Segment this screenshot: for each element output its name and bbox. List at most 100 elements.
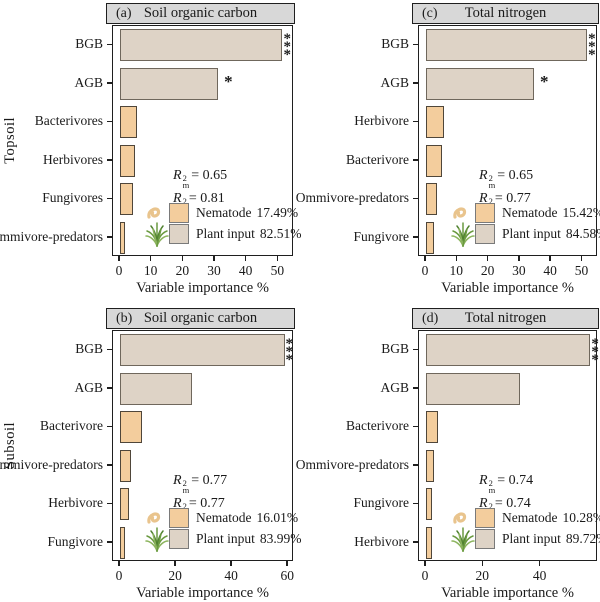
category-label: Fungivore bbox=[47, 533, 104, 549]
panel-tag: (c) bbox=[422, 5, 438, 21]
x-tick bbox=[276, 256, 279, 261]
y-tick bbox=[107, 159, 112, 161]
grass-icon bbox=[451, 221, 475, 247]
legend-series-percent: 15.42% bbox=[562, 204, 600, 220]
panel-title: Soil organic carbon bbox=[143, 310, 258, 326]
r-value: = 0.74 bbox=[494, 496, 531, 511]
grass-icon-wrap bbox=[145, 526, 169, 552]
r-symbol: R bbox=[173, 168, 182, 183]
x-tick bbox=[424, 256, 426, 261]
bar-bgb bbox=[120, 29, 283, 62]
legend-series-name: Nematode bbox=[196, 204, 252, 220]
x-tick-label: 20 bbox=[168, 568, 182, 583]
r-superscript: 2 bbox=[488, 501, 493, 511]
category-label: Ommivore-predators bbox=[295, 190, 409, 206]
x-tick-label: 0 bbox=[115, 263, 123, 278]
category-label: BGB bbox=[75, 36, 103, 52]
x-tick bbox=[230, 561, 232, 566]
bar-bgb bbox=[120, 334, 285, 367]
y-tick bbox=[107, 197, 112, 199]
asterisk: * bbox=[285, 344, 294, 361]
legend-series-name: Nematode bbox=[502, 509, 558, 525]
bar-ommivore-predators bbox=[120, 221, 125, 254]
asterisk: * bbox=[591, 352, 599, 369]
r-value: = 0.65 bbox=[191, 168, 228, 183]
bar-fungivore bbox=[120, 526, 126, 559]
asterisk: * bbox=[588, 39, 596, 56]
r-symbol: R bbox=[479, 496, 488, 511]
bar-herbivores bbox=[120, 144, 135, 177]
legend-series-percent: 84.58% bbox=[565, 225, 600, 241]
category-label: Bacterivore bbox=[40, 418, 103, 434]
significance-marker: * * * bbox=[588, 32, 596, 64]
asterisk: * bbox=[588, 47, 596, 64]
panel-c-header: Total nitrogen (c) bbox=[412, 3, 599, 24]
legend-swatch-nematode bbox=[475, 507, 495, 528]
y-tick bbox=[107, 502, 112, 504]
x-tick bbox=[244, 256, 247, 261]
x-tick-label: 10 bbox=[143, 263, 158, 278]
y-tick bbox=[107, 43, 112, 45]
panel-title: Soil organic carbon bbox=[143, 5, 258, 21]
bar-fungivore bbox=[426, 221, 434, 254]
y-tick bbox=[107, 120, 112, 122]
bar-herbivore bbox=[426, 106, 445, 139]
legend-row-plant: Plant input 83.99% bbox=[145, 526, 302, 552]
x-axis-title: Variable importance % bbox=[441, 585, 574, 601]
panel-d-header: Total nitrogen (d) bbox=[412, 308, 599, 329]
x-tick-label: 20 bbox=[480, 263, 495, 278]
y-tick bbox=[107, 348, 112, 350]
y-tick bbox=[107, 387, 112, 389]
category-label: BGB bbox=[381, 36, 409, 52]
r-value: = 0.77 bbox=[191, 473, 228, 488]
x-tick-label: 20 bbox=[475, 568, 490, 583]
asterisk: * bbox=[283, 39, 291, 56]
x-tick bbox=[213, 256, 215, 261]
x-tick bbox=[486, 256, 489, 261]
legend-swatch-plant bbox=[475, 223, 495, 244]
r-superscript: 2 bbox=[488, 173, 493, 183]
bar-bacterivore bbox=[120, 411, 143, 444]
grass-icon bbox=[451, 526, 475, 552]
r-subscript: m bbox=[182, 485, 190, 495]
nematode-icon bbox=[147, 206, 161, 219]
bar-herbivore bbox=[120, 488, 129, 521]
r-subscript: m bbox=[488, 485, 496, 495]
significance-marker: * * * bbox=[591, 337, 599, 369]
panel-tag: (a) bbox=[116, 5, 132, 21]
panel-title: Total nitrogen bbox=[464, 310, 547, 326]
legend-series-name: Nematode bbox=[196, 509, 252, 525]
panel-c: Total nitrogen(c)****R2m= 0.65R2c= 0.77N… bbox=[296, 0, 600, 301]
plot-area: ****R2m= 0.65R2c= 0.81Nematode17.49%Plan… bbox=[112, 25, 302, 256]
legend: Nematode 16.01% Plant input 83.99% bbox=[145, 507, 302, 552]
nematode-icon-wrap bbox=[145, 201, 169, 225]
y-tick bbox=[413, 82, 418, 84]
x-tick-label: 10 bbox=[449, 263, 464, 278]
legend-label: Nematode 15.42% bbox=[502, 205, 600, 221]
panel-a: Soil organic carbon (a) Topsoil * * * * R 2 m = 0.… bbox=[0, 0, 302, 301]
nematode-icon bbox=[453, 206, 467, 219]
bar-fungivore bbox=[426, 488, 432, 521]
plot-area: ****R2m= 0.65R2c= 0.77Nematode15.42%Plan… bbox=[418, 25, 600, 256]
x-tick bbox=[174, 561, 176, 566]
legend-label: Plant input 83.99% bbox=[196, 531, 302, 547]
category-label: Bacterivore bbox=[346, 418, 409, 434]
r-symbol: R bbox=[173, 496, 182, 511]
x-tick-label: 60 bbox=[280, 568, 294, 583]
legend-series-percent: 89.72% bbox=[565, 530, 600, 546]
r-symbol: R bbox=[479, 191, 488, 206]
legend-swatch-plant bbox=[475, 528, 495, 549]
y-tick bbox=[413, 541, 418, 543]
category-label: Herbivore bbox=[354, 533, 409, 549]
legend-swatch-plant bbox=[169, 223, 189, 244]
category-label: Ommivore-predators bbox=[295, 456, 409, 472]
x-tick-label: 50 bbox=[574, 263, 589, 278]
category-label: Fungivore bbox=[353, 228, 410, 244]
asterisk: * bbox=[283, 31, 291, 48]
bar-ommivore-predators bbox=[120, 449, 131, 482]
x-tick-label: 40 bbox=[224, 568, 238, 583]
